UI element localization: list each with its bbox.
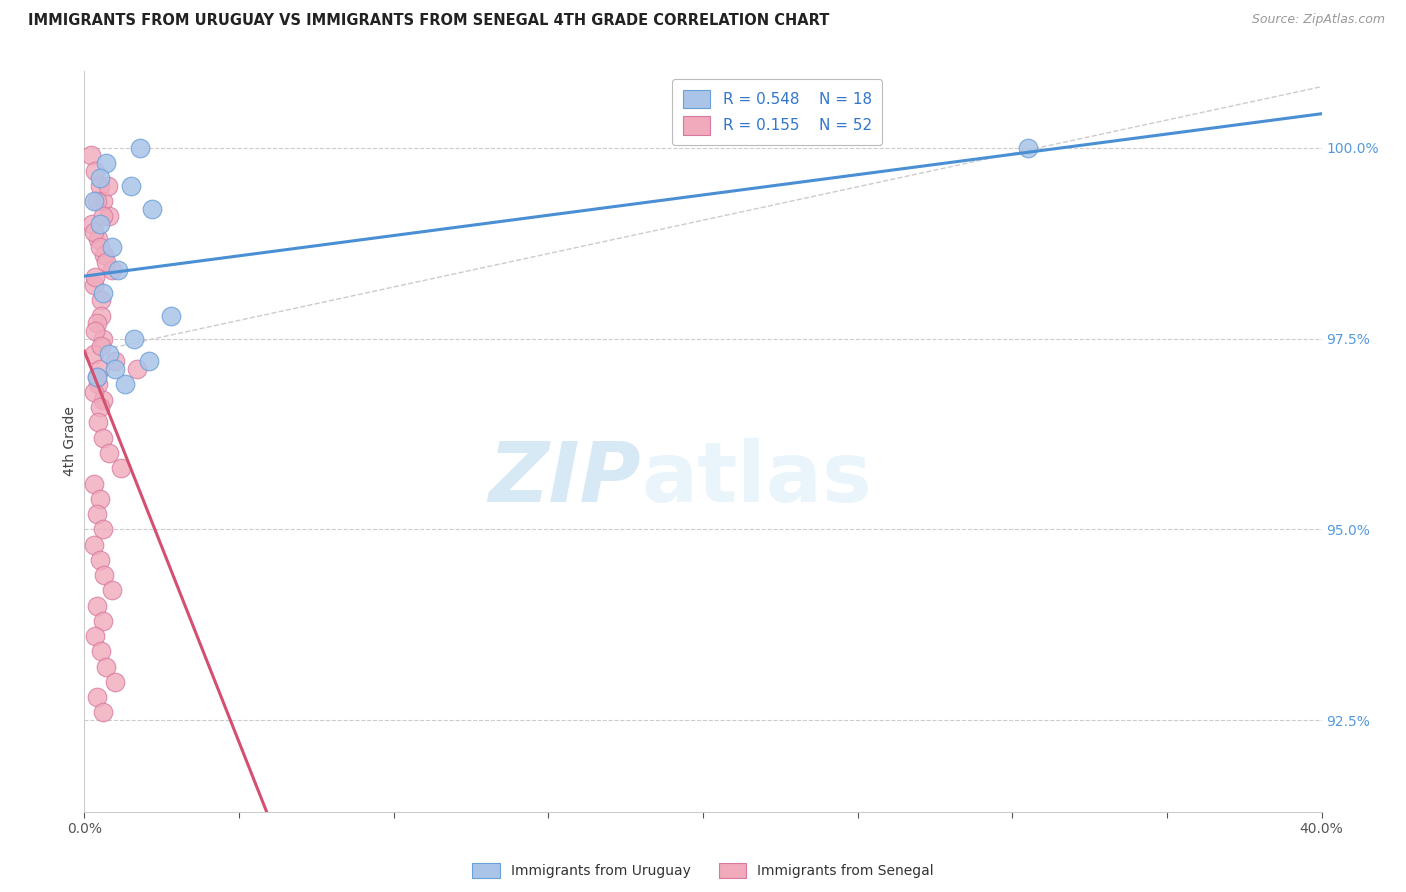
- Point: [83, 538, 105, 552]
- Point: [101, 240, 124, 254]
- Point: [83, 225, 105, 239]
- Point: [98, 446, 121, 460]
- Point: [91, 392, 114, 407]
- Legend: R = 0.548    N = 18, R = 0.155    N = 52: R = 0.548 N = 18, R = 0.155 N = 52: [672, 79, 883, 145]
- Y-axis label: 4th Grade: 4th Grade: [63, 407, 77, 476]
- Point: [84, 270, 107, 285]
- Point: [91, 614, 114, 628]
- Point: [90, 309, 112, 323]
- Point: [120, 178, 142, 193]
- Point: [83, 194, 105, 208]
- Point: [91, 285, 114, 300]
- Point: [91, 522, 114, 536]
- Point: [82, 217, 104, 231]
- Point: [93, 247, 115, 261]
- Text: atlas: atlas: [641, 438, 872, 519]
- Point: [89, 178, 111, 193]
- Point: [101, 262, 124, 277]
- Point: [104, 362, 127, 376]
- Text: ZIP: ZIP: [488, 438, 641, 519]
- Point: [98, 210, 121, 224]
- Point: [89, 240, 111, 254]
- Point: [89, 362, 111, 376]
- Text: Source: ZipAtlas.com: Source: ZipAtlas.com: [1251, 13, 1385, 27]
- Point: [91, 331, 114, 345]
- Legend: Immigrants from Uruguay, Immigrants from Senegal: Immigrants from Uruguay, Immigrants from…: [465, 856, 941, 885]
- Point: [87, 416, 110, 430]
- Point: [107, 262, 129, 277]
- Point: [86, 316, 108, 330]
- Point: [104, 354, 127, 368]
- Point: [86, 507, 108, 521]
- Point: [86, 599, 108, 613]
- Point: [101, 583, 124, 598]
- Point: [122, 331, 145, 345]
- Point: [91, 706, 114, 720]
- Point: [90, 293, 112, 308]
- Point: [84, 163, 107, 178]
- Point: [83, 347, 105, 361]
- Point: [79, 148, 101, 162]
- Point: [86, 194, 108, 208]
- Point: [93, 568, 115, 582]
- Point: [83, 476, 105, 491]
- Point: [129, 141, 152, 155]
- Point: [138, 354, 160, 368]
- Point: [90, 339, 112, 353]
- Point: [141, 202, 163, 216]
- Point: [87, 232, 110, 246]
- Point: [84, 324, 107, 338]
- Point: [89, 553, 111, 567]
- Point: [114, 377, 136, 392]
- Point: [86, 690, 108, 705]
- Point: [91, 431, 114, 445]
- Point: [86, 369, 108, 384]
- Point: [104, 675, 127, 690]
- Point: [86, 369, 108, 384]
- Point: [83, 384, 105, 399]
- Point: [84, 629, 107, 643]
- Point: [89, 217, 111, 231]
- Text: IMMIGRANTS FROM URUGUAY VS IMMIGRANTS FROM SENEGAL 4TH GRADE CORRELATION CHART: IMMIGRANTS FROM URUGUAY VS IMMIGRANTS FR…: [28, 13, 830, 29]
- Point: [125, 362, 148, 376]
- Point: [89, 400, 111, 414]
- Point: [91, 194, 114, 208]
- Point: [97, 178, 120, 193]
- Point: [160, 309, 183, 323]
- Point: [83, 278, 105, 293]
- Point: [91, 210, 114, 224]
- Point: [89, 171, 111, 186]
- Point: [98, 347, 121, 361]
- Point: [94, 156, 117, 170]
- Point: [94, 659, 117, 673]
- Point: [110, 461, 132, 475]
- Point: [90, 644, 112, 658]
- Point: [87, 377, 110, 392]
- Point: [94, 255, 117, 269]
- Point: [89, 491, 111, 506]
- Point: [1017, 141, 1039, 155]
